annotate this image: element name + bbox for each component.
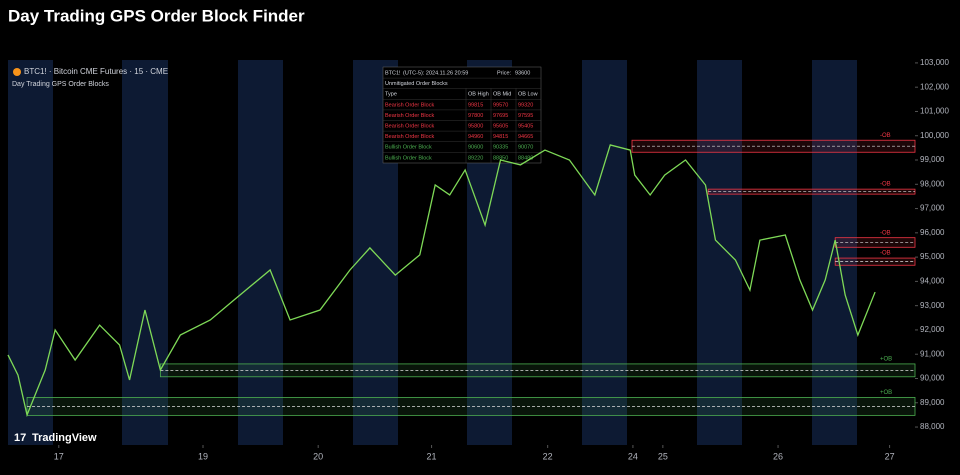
brand: TradingView — [32, 432, 97, 444]
table-cell: BTC1! — [385, 70, 401, 76]
table-cell: Type — [385, 92, 397, 98]
x-tick-label: 17 — [54, 451, 64, 461]
x-tick-label: 27 — [885, 451, 895, 461]
table-cell: 93600 — [515, 70, 530, 76]
order-block-tag: -OB — [880, 182, 891, 188]
order-block-tag: -OB — [880, 230, 891, 236]
y-tick-label: 103,000 — [920, 58, 949, 67]
y-tick-label: 101,000 — [920, 107, 949, 116]
symbol-label: BTC1! · Bitcoin CME Futures · 15 · CME — [24, 67, 168, 76]
indicator-label: Day Trading GPS Order Blocks — [12, 81, 109, 88]
table-cell: 89220 — [468, 155, 483, 161]
table-cell: 90600 — [468, 145, 483, 151]
table-cell: 94815 — [493, 134, 508, 140]
order-block-tag: -OB — [880, 251, 891, 257]
symbol-icon — [13, 68, 21, 76]
x-tick-label: 25 — [658, 451, 668, 461]
table-cell: Bearish Order Block — [385, 134, 434, 140]
table-cell: 97695 — [493, 113, 508, 119]
y-tick-label: 98,000 — [920, 179, 945, 188]
x-tick-label: 22 — [543, 451, 553, 461]
table-cell: 97800 — [468, 113, 483, 119]
y-tick-label: 95,000 — [920, 252, 945, 261]
y-tick-label: 88,000 — [920, 422, 945, 431]
table-cell: 95605 — [493, 123, 508, 129]
order-block-tag: -OB — [880, 133, 891, 139]
table-cell: OB Mid — [493, 92, 511, 98]
x-tick-label: 19 — [198, 451, 208, 461]
table-cell: 97595 — [518, 113, 533, 119]
table-cell: Unmitigated Order Blocks — [385, 81, 448, 87]
table-cell: OB Low — [518, 92, 538, 98]
x-tick-label: 24 — [628, 451, 638, 461]
brand-logo: 17 — [14, 432, 26, 444]
x-tick-label: 20 — [313, 451, 323, 461]
y-tick-label: 91,000 — [920, 349, 945, 358]
table-cell: Bearish Order Block — [385, 102, 434, 108]
table-cell: 88850 — [493, 155, 508, 161]
table-cell: 90070 — [518, 145, 533, 151]
table-cell: Bearish Order Block — [385, 123, 434, 129]
table-cell: 90335 — [493, 145, 508, 151]
order-block-tag: +OB — [880, 390, 892, 396]
y-tick-label: 92,000 — [920, 325, 945, 334]
x-tick-label: 21 — [427, 451, 437, 461]
y-tick-label: 97,000 — [920, 204, 945, 213]
price-line — [7, 144, 876, 418]
order-block-table: BTC1! (UTC-5): 2024.11.26 20:59 Price: 9360… — [382, 66, 542, 164]
order-block-tag: +OB — [880, 356, 892, 362]
y-tick-label: 96,000 — [920, 228, 945, 237]
y-tick-label: 89,000 — [920, 398, 945, 407]
x-tick-label: 26 — [773, 451, 783, 461]
table-cell: 95405 — [518, 123, 533, 129]
order-block-zone — [26, 397, 916, 416]
table-cell: Bullish Order Block — [385, 145, 432, 151]
table-cell: 99815 — [468, 102, 483, 108]
table-cell: 88480 — [518, 155, 533, 161]
session-bands — [8, 60, 857, 445]
y-tick-label: 102,000 — [920, 82, 949, 91]
table-bg — [382, 66, 542, 164]
y-tick-label: 99,000 — [920, 155, 945, 164]
chart-title: Day Trading GPS Order Block Finder — [8, 6, 305, 25]
table-cell: 99320 — [518, 102, 533, 108]
y-tick-label: 90,000 — [920, 374, 945, 383]
table-cell: Price: — [497, 70, 512, 76]
table-cell: 94665 — [518, 134, 533, 140]
y-tick-label: 100,000 — [920, 131, 949, 140]
table-cell: 95800 — [468, 123, 483, 129]
y-tick-label: 94,000 — [920, 276, 945, 285]
table-cell: Bullish Order Block — [385, 155, 432, 161]
table-cell: 99570 — [493, 102, 508, 108]
y-tick-label: 93,000 — [920, 301, 945, 310]
table-cell: Bearish Order Block — [385, 113, 434, 119]
table-cell: 94960 — [468, 134, 483, 140]
table-cell: (UTC-5): 2024.11.26 20:59 — [403, 70, 468, 76]
table-cell: OB High — [468, 92, 489, 98]
